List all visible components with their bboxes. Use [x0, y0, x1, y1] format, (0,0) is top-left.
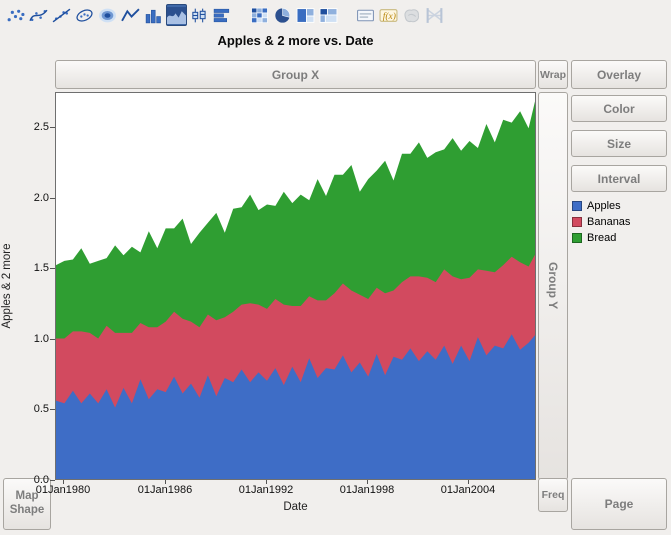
area-icon[interactable] — [166, 4, 187, 26]
graph-builder-window: f(x) Apples & 2 more vs. Date Group X Wr… — [0, 0, 671, 535]
pie-icon[interactable] — [272, 4, 293, 26]
drop-zone-overlay[interactable]: Overlay — [571, 60, 667, 89]
line-of-fit-icon[interactable] — [51, 4, 72, 26]
y-tick-mark — [50, 409, 55, 410]
legend-item-apples[interactable]: Apples — [572, 198, 630, 214]
legend-label: Bananas — [587, 216, 630, 228]
stacked-area-chart[interactable] — [56, 93, 536, 480]
drop-zone-group-x-label: Group X — [272, 68, 319, 82]
caption-box-icon[interactable] — [355, 4, 376, 26]
element-type-toolbar: f(x) — [4, 3, 446, 27]
y-tick-mark — [50, 480, 55, 481]
x-tick-label: 01Jan1998 — [340, 484, 394, 496]
legend: Apples Bananas Bread — [572, 198, 630, 246]
y-tick-mark — [50, 268, 55, 269]
drop-zone-wrap[interactable]: Wrap — [538, 60, 568, 89]
drop-zone-map-shape-label-line2: Shape — [10, 504, 45, 518]
y-tick-label: 2.0 — [19, 192, 49, 204]
drop-zone-freq[interactable]: Freq — [538, 478, 568, 512]
legend-item-bananas[interactable]: Bananas — [572, 214, 630, 230]
x-tick-label: 01Jan1992 — [239, 484, 293, 496]
legend-item-bread[interactable]: Bread — [572, 230, 630, 246]
box-plot-icon[interactable] — [189, 4, 210, 26]
drop-zone-page[interactable]: Page — [571, 478, 667, 530]
drop-zone-group-y[interactable]: Group Y — [538, 92, 568, 480]
y-tick-mark — [50, 198, 55, 199]
parallel-icon — [424, 4, 445, 26]
smoother-icon[interactable] — [28, 4, 49, 26]
points-icon[interactable] — [5, 4, 26, 26]
x-tick-label: 01Jan1980 — [36, 484, 90, 496]
legend-swatch-icon — [572, 201, 582, 211]
chart-title: Apples & 2 more vs. Date — [55, 33, 536, 48]
heatmap-icon[interactable] — [249, 4, 270, 26]
drop-zone-size-label: Size — [607, 137, 631, 151]
drop-zone-interval-label: Interval — [598, 172, 641, 186]
y-tick-label: 1.5 — [19, 262, 49, 274]
mosaic-icon[interactable] — [318, 4, 339, 26]
drop-zone-interval[interactable]: Interval — [571, 165, 667, 192]
contour-icon[interactable] — [97, 4, 118, 26]
treemap-icon[interactable] — [295, 4, 316, 26]
svg-text:f(x): f(x) — [383, 11, 396, 22]
formula-icon[interactable]: f(x) — [378, 4, 399, 26]
map-shapes-icon — [401, 4, 422, 26]
x-tick-label: 01Jan1986 — [138, 484, 192, 496]
line-icon[interactable] — [120, 4, 141, 26]
x-axis-title: Date — [55, 501, 536, 513]
plot-area[interactable] — [55, 92, 536, 480]
drop-zone-freq-label: Freq — [542, 489, 565, 501]
y-axis-title: Apples & 2 more — [1, 211, 15, 361]
bar-icon[interactable] — [143, 4, 164, 26]
ellipse-icon[interactable] — [74, 4, 95, 26]
y-tick-mark — [50, 127, 55, 128]
drop-zone-page-label: Page — [605, 497, 634, 511]
legend-label: Apples — [587, 200, 621, 212]
legend-label: Bread — [587, 232, 616, 244]
drop-zone-color-label: Color — [603, 102, 634, 116]
drop-zone-group-y-label: Group Y — [546, 262, 560, 309]
y-tick-mark — [50, 339, 55, 340]
drop-zone-overlay-label: Overlay — [597, 68, 641, 82]
drop-zone-color[interactable]: Color — [571, 95, 667, 122]
y-tick-label: 2.5 — [19, 121, 49, 133]
legend-swatch-icon — [572, 233, 582, 243]
y-tick-label: 1.0 — [19, 333, 49, 345]
x-tick-label: 01Jan2004 — [441, 484, 495, 496]
drop-zone-group-x[interactable]: Group X — [55, 60, 536, 89]
y-tick-label: 0.5 — [19, 403, 49, 415]
histogram-icon[interactable] — [212, 4, 233, 26]
drop-zone-size[interactable]: Size — [571, 130, 667, 157]
drop-zone-wrap-label: Wrap — [540, 69, 566, 81]
legend-swatch-icon — [572, 217, 582, 227]
